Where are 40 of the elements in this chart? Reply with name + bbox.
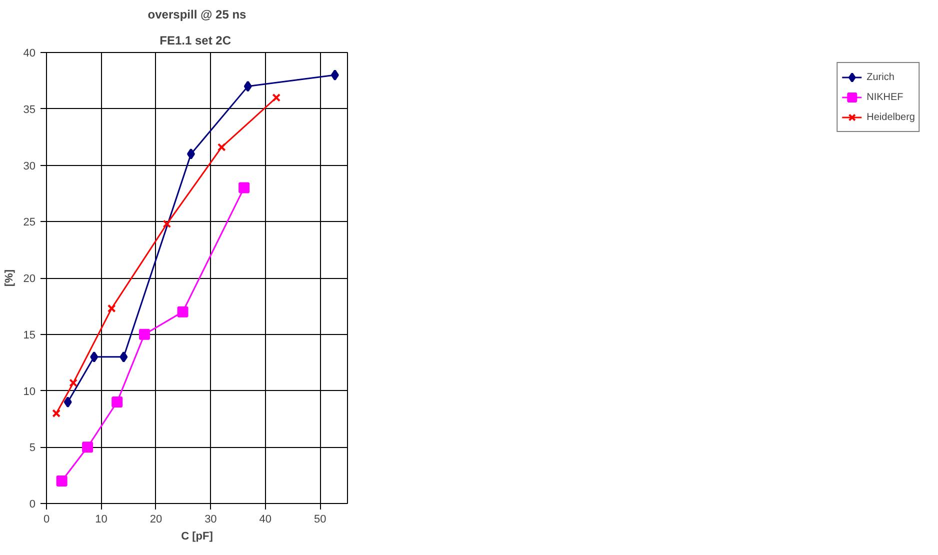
point [177, 306, 188, 318]
x-tick-label: 20 [150, 514, 162, 526]
y-tick-label: 40 [23, 48, 36, 60]
point [107, 304, 116, 313]
point [90, 351, 98, 362]
y-tick-label: 25 [23, 216, 36, 229]
legend-label: NIKHEF [866, 92, 904, 102]
point [64, 396, 72, 408]
x-tick-label: 50 [314, 514, 326, 526]
x-axis-title: C [pF] [181, 530, 214, 542]
x-tick-label: 0 [43, 514, 50, 526]
point [52, 409, 61, 418]
point [238, 182, 250, 194]
point [112, 396, 123, 408]
point [138, 328, 150, 340]
x-tick-label: 10 [95, 514, 108, 526]
point [162, 220, 172, 228]
legend-label: Heidelberg [866, 112, 915, 122]
point [186, 148, 195, 160]
y-tick-label: 10 [23, 386, 36, 398]
x-tick-label: 30 [204, 514, 217, 526]
point [217, 143, 226, 152]
point [120, 351, 128, 362]
point [272, 93, 281, 102]
point [330, 70, 339, 81]
y-tick-label: 15 [23, 329, 36, 342]
x-tick-label: 40 [259, 514, 272, 526]
y-tick-label: 0 [29, 498, 36, 510]
point [82, 442, 94, 453]
y-tick-label: 5 [29, 442, 36, 454]
point [56, 475, 68, 486]
y-tick-label: 20 [23, 273, 36, 285]
legend-label: Zurich [866, 72, 894, 82]
y-axis-title: [%] [3, 269, 16, 287]
y-tick-label: 30 [23, 160, 36, 172]
point [69, 378, 78, 388]
chart-subtitle: FE1.1 set 2C [160, 34, 232, 48]
y-tick-label: 35 [23, 104, 36, 116]
chart-title: overspill @ 25 ns [148, 8, 247, 22]
point [244, 80, 252, 92]
